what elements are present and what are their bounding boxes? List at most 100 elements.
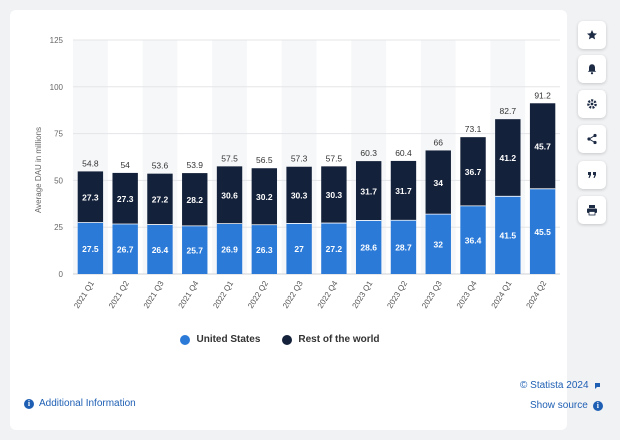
x-tick-label: 2024 Q2 — [524, 279, 548, 310]
data-label-total: 82.7 — [500, 106, 517, 116]
favorite-button[interactable] — [578, 21, 606, 49]
data-label-row: 31.7 — [360, 186, 377, 196]
bar-united-states[interactable] — [216, 223, 243, 274]
bar-united-states[interactable] — [286, 223, 312, 274]
data-label-total: 60.3 — [360, 148, 377, 158]
x-tick-label: 2022 Q1 — [211, 279, 235, 310]
print-button[interactable] — [578, 196, 606, 224]
statista-copyright-link[interactable]: © Statista 2024 — [520, 380, 602, 391]
legend-item-row[interactable]: Rest of the world — [282, 334, 380, 345]
settings-button[interactable] — [578, 90, 606, 118]
data-label-total: 54.8 — [82, 158, 99, 168]
data-label-row: 27.3 — [82, 192, 99, 202]
bar-rest-of-world[interactable] — [182, 173, 208, 226]
data-label-total: 57.3 — [291, 154, 308, 164]
data-label-row: 28.2 — [186, 195, 203, 205]
y-tick-label: 75 — [54, 130, 63, 139]
data-label-total: 53.9 — [186, 160, 203, 170]
data-label-us: 26.9 — [221, 244, 238, 254]
bar-rest-of-world[interactable] — [425, 150, 451, 215]
share-button[interactable] — [578, 125, 606, 153]
bar-united-states[interactable] — [77, 222, 104, 274]
data-label-total: 60.4 — [395, 148, 412, 158]
bell-icon — [587, 64, 597, 75]
x-tick-label: 2024 Q1 — [490, 279, 514, 310]
data-label-total: 91.2 — [534, 90, 551, 100]
flag-icon — [594, 382, 600, 389]
bar-united-states[interactable] — [112, 224, 138, 274]
show-source-label: Show source — [530, 400, 588, 411]
show-source-link[interactable]: Show source i — [530, 400, 603, 411]
data-label-us: 36.4 — [465, 235, 482, 245]
x-tick-label: 2022 Q4 — [316, 279, 340, 310]
data-label-total: 57.5 — [221, 153, 238, 163]
bar-rest-of-world[interactable] — [529, 103, 556, 189]
bar-rest-of-world[interactable] — [286, 166, 312, 224]
bar-united-states[interactable] — [182, 225, 208, 274]
x-tick-label: 2022 Q2 — [246, 279, 270, 310]
cite-button[interactable] — [578, 161, 606, 189]
data-label-row: 45.7 — [534, 142, 551, 152]
legend-marker-row — [282, 334, 293, 345]
x-tick-label: 2021 Q4 — [177, 279, 201, 310]
bar-rest-of-world[interactable] — [147, 173, 173, 225]
legend-item-us[interactable]: United States — [180, 334, 260, 345]
x-tick-label: 2022 Q3 — [281, 279, 305, 310]
data-label-row: 36.7 — [465, 167, 482, 177]
bar-rest-of-world[interactable] — [495, 119, 521, 197]
data-label-total: 54 — [120, 160, 130, 170]
data-label-us: 28.6 — [360, 243, 377, 253]
bar-united-states[interactable] — [390, 220, 417, 274]
data-label-row: 30.3 — [291, 191, 308, 201]
data-label-us: 26.4 — [152, 245, 169, 255]
data-label-us: 32 — [434, 240, 444, 250]
y-tick-label: 50 — [54, 176, 63, 185]
bar-united-states[interactable] — [147, 224, 173, 274]
x-tick-label: 2023 Q3 — [420, 279, 444, 310]
y-axis-label: Average DAU in millions — [34, 127, 43, 213]
bar-rest-of-world[interactable] — [460, 137, 486, 206]
bar-united-states[interactable] — [355, 220, 382, 274]
data-label-row: 27.3 — [117, 194, 134, 204]
data-label-us: 25.7 — [186, 245, 203, 255]
data-label-us: 26.3 — [256, 245, 273, 255]
data-label-us: 28.7 — [395, 243, 412, 253]
bar-rest-of-world[interactable] — [251, 168, 278, 225]
bar-united-states[interactable] — [460, 205, 486, 274]
bar-rest-of-world[interactable] — [112, 172, 138, 225]
y-tick-label: 100 — [50, 83, 64, 92]
x-tick-label: 2021 Q3 — [142, 279, 166, 310]
bar-rest-of-world[interactable] — [390, 160, 417, 221]
data-label-row: 30.2 — [256, 192, 273, 202]
data-label-us: 41.5 — [500, 231, 517, 241]
legend-marker-us — [180, 334, 191, 345]
bar-rest-of-world[interactable] — [355, 161, 382, 221]
data-label-us: 27 — [294, 244, 304, 254]
bar-rest-of-world[interactable] — [321, 166, 347, 224]
data-label-row: 31.7 — [395, 186, 412, 196]
notification-button[interactable] — [578, 55, 606, 83]
data-label-total: 73.1 — [465, 124, 482, 134]
data-label-row: 30.3 — [326, 190, 343, 200]
bar-united-states[interactable] — [425, 214, 451, 274]
x-tick-label: 2023 Q1 — [350, 279, 374, 310]
data-label-us: 27.2 — [326, 244, 343, 254]
print-icon — [587, 205, 597, 216]
bar-rest-of-world[interactable] — [77, 171, 104, 223]
star-icon — [587, 30, 597, 40]
x-tick-label: 2023 Q4 — [455, 279, 479, 310]
data-label-us: 27.5 — [82, 244, 99, 254]
bar-united-states[interactable] — [529, 188, 556, 274]
bar-united-states[interactable] — [251, 224, 278, 274]
data-label-row: 30.6 — [221, 191, 238, 201]
bar-united-states[interactable] — [321, 223, 347, 274]
additional-information-label: Additional Information — [39, 398, 136, 409]
additional-information-link[interactable]: i Additional Information — [24, 398, 136, 409]
bar-rest-of-world[interactable] — [216, 166, 243, 224]
bar-united-states[interactable] — [495, 196, 521, 274]
data-label-total: 66 — [434, 137, 444, 147]
legend-label-us: United States — [196, 334, 261, 345]
data-label-total: 53.6 — [152, 161, 169, 171]
x-tick-label: 2021 Q1 — [72, 279, 96, 310]
quote-icon — [588, 172, 596, 178]
